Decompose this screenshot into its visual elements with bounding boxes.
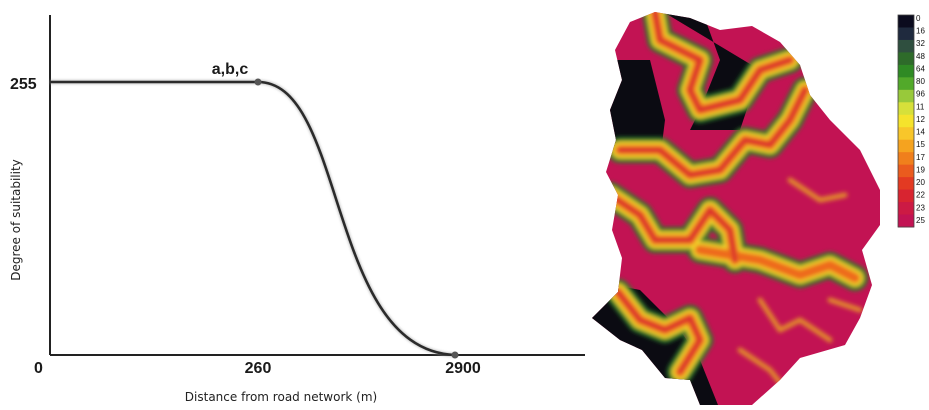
colorbar-label: 32 [916, 39, 925, 48]
curve-shadow [50, 80, 456, 357]
colorbar-label: 23 [916, 203, 925, 212]
colorbar-label: 48 [916, 52, 925, 61]
colorbar-swatch [898, 139, 914, 153]
x-axis-title: Distance from road network (m) [185, 390, 377, 404]
colorbar-label: 11 [916, 102, 925, 111]
colorbar-swatch [898, 152, 914, 166]
colorbar-swatch [898, 189, 914, 203]
data-point-260 [254, 78, 262, 86]
suitability-curve [50, 80, 456, 357]
colorbar-label: 80 [916, 77, 925, 86]
y-tick-bottom: 0 [34, 360, 43, 377]
colorbar-swatch [898, 214, 914, 228]
colorbar-swatch [898, 39, 914, 53]
colorbar-swatch [898, 114, 914, 128]
annotation-abc: a,b,c [212, 61, 249, 78]
road-buffer-halo [597, 12, 868, 398]
suitability-map [592, 12, 880, 405]
colorbar-swatch [898, 89, 914, 103]
colorbar-swatch [898, 177, 914, 191]
colorbar-label: 25 [916, 216, 925, 225]
colorbar-label: 22 [916, 191, 925, 200]
colorbar-swatch [898, 102, 914, 116]
colorbar-swatch [898, 164, 914, 178]
y-tick-top: 255 [10, 76, 37, 93]
colorbar-swatch [898, 52, 914, 66]
colorbar: 0 16 32 48 64 80 96 11 12 14 15 17 19 20 22 23 25 [897, 14, 925, 228]
y-axis-title: Degree of suitability [9, 159, 23, 281]
colorbar-swatch [898, 64, 914, 78]
colorbar-swatch [898, 127, 914, 141]
colorbar-label: 96 [916, 90, 925, 99]
colorbar-label: 0 [916, 14, 921, 23]
colorbar-swatch [898, 15, 914, 28]
colorbar-label: 19 [916, 165, 925, 174]
colorbar-label: 20 [916, 178, 925, 187]
data-point-2900 [451, 351, 459, 359]
colorbar-label: 15 [916, 140, 925, 149]
colorbar-label: 14 [916, 128, 925, 137]
colorbar-label: 16 [916, 27, 925, 36]
colorbar-label: 17 [916, 153, 925, 162]
line-chart: Degree of suitability Distance from road… [9, 15, 585, 404]
x-tick-260: 260 [245, 360, 272, 377]
colorbar-frame [897, 14, 915, 228]
colorbar-swatch [898, 27, 914, 41]
colorbar-label: 12 [916, 115, 925, 124]
colorbar-label: 64 [916, 64, 925, 73]
colorbar-swatch [898, 77, 914, 91]
colorbar-swatch [898, 202, 914, 216]
x-tick-2900: 2900 [445, 360, 481, 377]
